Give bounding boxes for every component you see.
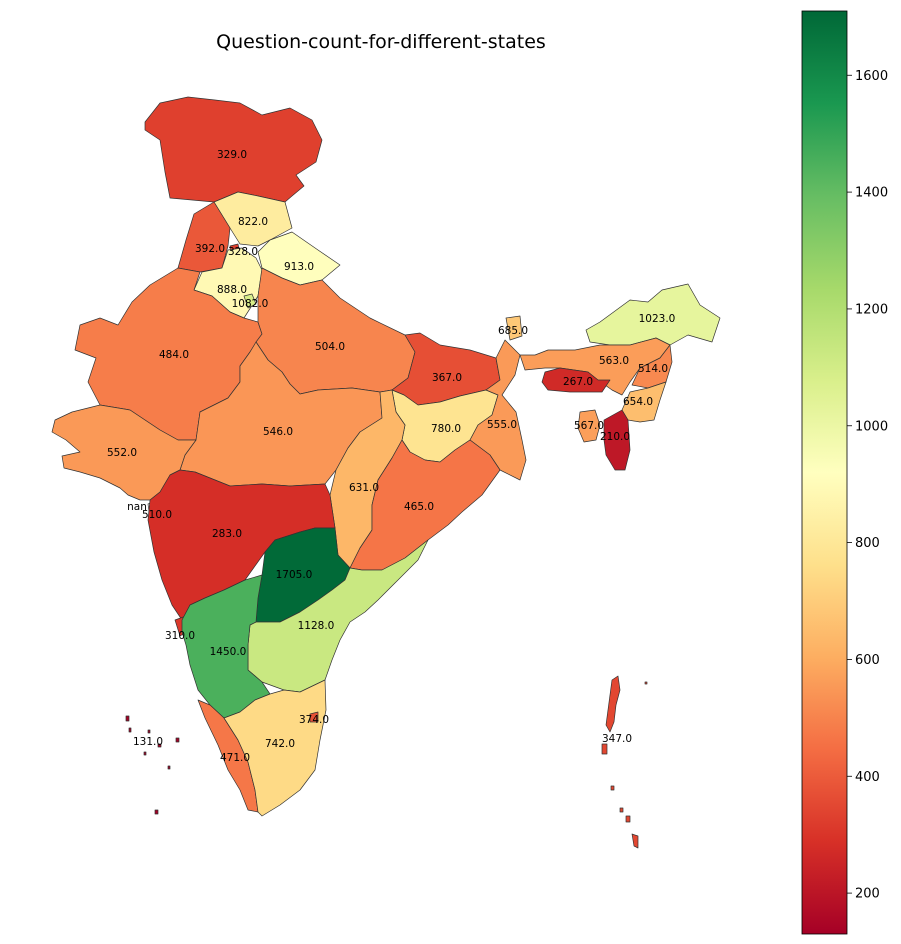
region-jammu-kashmir[interactable]: [144, 96, 323, 203]
region-odisha[interactable]: [349, 439, 501, 571]
region-andaman-nicobar[interactable]: [601, 675, 648, 849]
region-tamil-nadu[interactable]: [223, 679, 327, 817]
colorbar-tick-label: 800: [855, 536, 880, 551]
label-andhra-pradesh: 1128.0: [298, 620, 335, 632]
label-daman-diu: 510.0: [142, 509, 172, 521]
label-meghalaya: 267.0: [563, 376, 593, 388]
region-puducherry[interactable]: [309, 711, 319, 723]
label-arunachal-pradesh: 1023.0: [639, 313, 676, 325]
label-rajasthan: 484.0: [159, 349, 189, 361]
label-puducherry: 374.0: [299, 714, 329, 726]
label-delhi: 1082.0: [232, 298, 269, 310]
label-uttar-pradesh: 504.0: [315, 341, 345, 353]
label-kerala: 471.0: [220, 752, 250, 764]
label-maharashtra: 283.0: [212, 528, 242, 540]
label-andaman-nicobar: 347.0: [602, 733, 632, 745]
label-mizoram: 210.0: [600, 431, 630, 443]
colorbar-tick-label: 400: [855, 770, 880, 785]
label-lakshadweep: 131.0: [133, 736, 163, 748]
label-dadra-nagar-haveli: nan: [127, 501, 147, 513]
colorbar-gradient: [801, 10, 848, 935]
region-meghalaya[interactable]: [541, 367, 611, 393]
label-karnataka: 1450.0: [210, 646, 247, 658]
label-jammu-kashmir: 329.0: [217, 149, 247, 161]
region-himachal-pradesh[interactable]: [213, 191, 293, 247]
label-tripura: 567.0: [574, 420, 604, 432]
colorbar-tick-label: 1000: [855, 419, 888, 434]
label-madhya-pradesh: 546.0: [263, 426, 293, 438]
region-karnataka[interactable]: [181, 574, 271, 719]
colorbar-tick-label: 200: [855, 887, 880, 902]
label-odisha: 465.0: [404, 501, 434, 513]
colorbar-ticks: 200 400 600 800 1000 1200 1400 1600: [847, 69, 888, 902]
label-punjab: 392.0: [195, 243, 225, 255]
labels-layer: 329.0 822.0 392.0 328.0 913.0 888.0 1082.0 484.…: [107, 149, 675, 764]
label-telangana: 1705.0: [276, 569, 313, 581]
map-title: Question-count-for-different-states: [216, 31, 546, 53]
label-west-bengal: 555.0: [487, 419, 517, 431]
region-mizoram[interactable]: [603, 409, 631, 471]
label-chhattisgarh: 631.0: [349, 482, 379, 494]
label-sikkim: 685.0: [498, 325, 528, 337]
colorbar-tick-label: 1600: [855, 69, 888, 84]
label-assam: 563.0: [599, 355, 629, 367]
colorbar-tick-label: 600: [855, 653, 880, 668]
label-bihar: 367.0: [432, 372, 462, 384]
region-nagaland[interactable]: [631, 344, 673, 389]
label-uttarakhand: 913.0: [284, 261, 314, 273]
region-west-bengal[interactable]: [469, 339, 527, 481]
label-goa: 310.0: [165, 630, 195, 642]
label-gujarat: 552.0: [107, 447, 137, 459]
label-nagaland: 514.0: [638, 363, 668, 375]
region-tripura[interactable]: [577, 409, 601, 443]
region-delhi[interactable]: [243, 293, 257, 309]
region-lakshadweep[interactable]: [125, 715, 180, 815]
label-tamil-nadu: 742.0: [265, 738, 295, 750]
label-haryana: 888.0: [217, 284, 247, 296]
label-himachal-pradesh: 822.0: [238, 216, 268, 228]
colorbar: 200 400 600 800 1000 1200 1400 1600: [801, 10, 888, 935]
region-sikkim[interactable]: [505, 315, 523, 341]
colorbar-tick-label: 1400: [855, 186, 888, 201]
label-jharkhand: 780.0: [431, 423, 461, 435]
regions-layer: [51, 96, 721, 849]
colorbar-tick-label: 1200: [855, 302, 888, 317]
label-manipur: 654.0: [623, 396, 653, 408]
label-chandigarh: 328.0: [228, 246, 258, 258]
